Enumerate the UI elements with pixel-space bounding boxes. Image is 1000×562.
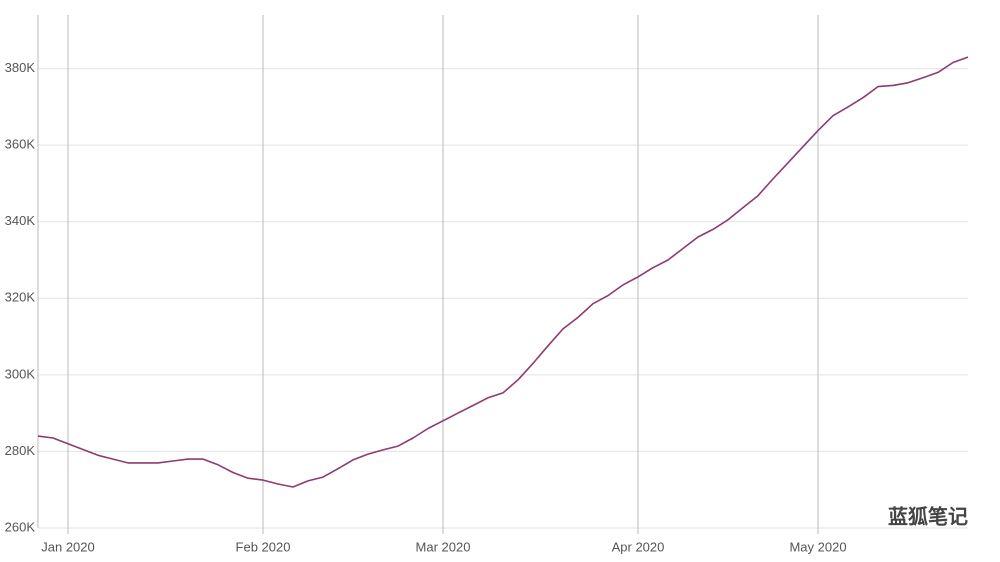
x-tick-label: Mar 2020 xyxy=(416,539,471,554)
y-tick-label: 360K xyxy=(5,137,36,152)
watermark: 蓝狐笔记 xyxy=(888,505,968,529)
line xyxy=(37,56,969,488)
x-tick-label: Apr 2020 xyxy=(612,539,665,554)
y-tick-label: 380K xyxy=(5,60,36,75)
y-tick-label: 340K xyxy=(5,213,36,228)
x-tick-label: Feb 2020 xyxy=(236,539,291,554)
y-tick-label: 320K xyxy=(5,290,36,305)
y-tick-label: 280K xyxy=(5,443,36,458)
x-tick-label: May 2020 xyxy=(789,539,846,554)
y-tick-label: 300K xyxy=(5,366,36,381)
x-tick-label: Jan 2020 xyxy=(41,539,95,554)
y-tick-label: 260K xyxy=(5,519,36,534)
